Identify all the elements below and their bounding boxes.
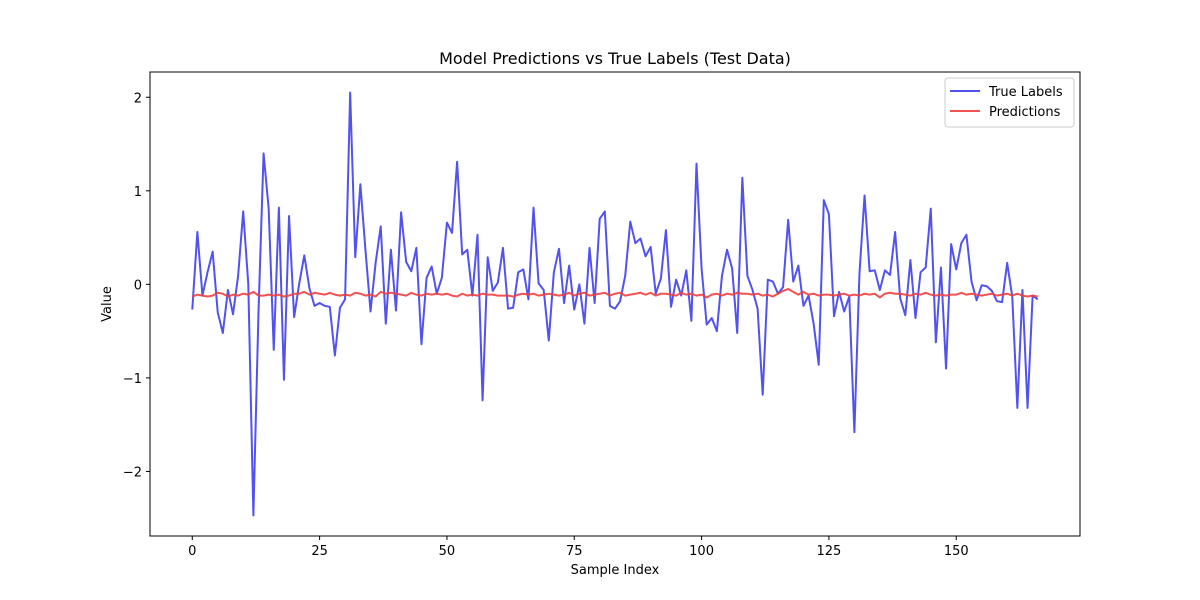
- y-tick-label: 2: [134, 91, 142, 106]
- x-tick-label: 125: [816, 544, 841, 559]
- y-tick-label: −1: [123, 372, 142, 387]
- chart-title: Model Predictions vs True Labels (Test D…: [439, 49, 791, 68]
- x-tick-label: 25: [311, 544, 328, 559]
- x-tick-label: 100: [689, 544, 714, 559]
- legend-label-predictions: Predictions: [989, 105, 1061, 120]
- y-tick-label: 1: [134, 185, 142, 200]
- series-line-true-labels: [191, 91, 1039, 517]
- x-axis-title: Sample Index: [571, 563, 660, 578]
- y-axis-title: Value: [100, 286, 115, 322]
- y-tick-label: 0: [134, 278, 142, 293]
- legend: True Labels Predictions: [944, 77, 1075, 128]
- x-tick-label: 0: [188, 544, 196, 559]
- legend-label-true-labels: True Labels: [988, 85, 1063, 100]
- x-tick-label: 75: [566, 544, 583, 559]
- x-tick-label: 50: [439, 544, 456, 559]
- series-line-predictions: [191, 288, 1038, 299]
- plot-frame: [149, 71, 1081, 537]
- x-tick-label: 150: [944, 544, 969, 559]
- y-tick-label: −2: [123, 465, 142, 480]
